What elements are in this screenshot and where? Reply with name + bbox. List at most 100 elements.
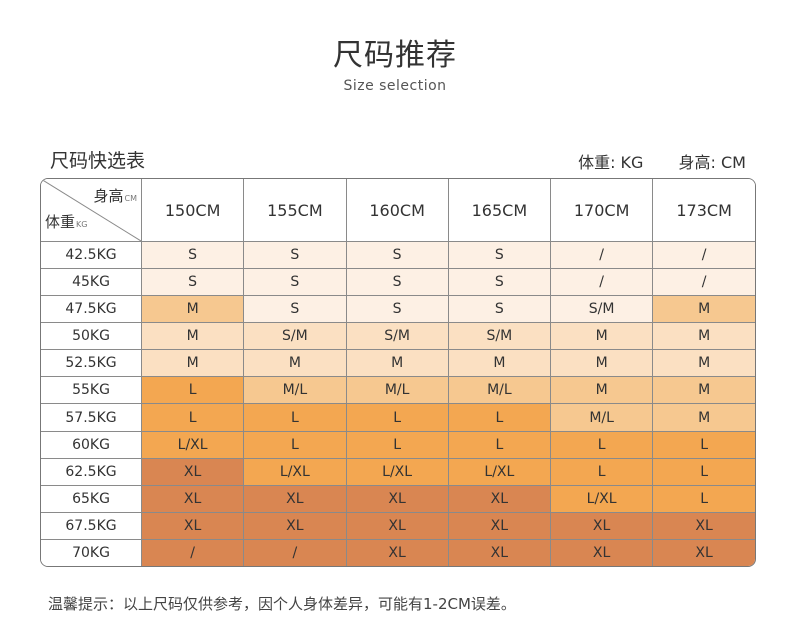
size-table-container: 身高CM 体重KG 150CM 155CM 160CM 165CM 170CM 173CM… bbox=[40, 178, 756, 567]
tip-note: 温馨提示：以上尺码仅供参考，因个人身体差异，可能有1-2CM误差。 bbox=[48, 595, 516, 613]
size-cell: M bbox=[652, 322, 755, 351]
size-cell: S bbox=[447, 240, 552, 270]
size-cell: / bbox=[140, 538, 245, 566]
size-cell: L/XL bbox=[447, 457, 552, 486]
size-cell: M/L bbox=[243, 376, 347, 405]
size-cell: L bbox=[447, 430, 552, 459]
weight-label: 62.5KG bbox=[41, 457, 142, 486]
size-cell: XL bbox=[345, 511, 449, 540]
corner-height-label: 身高CM bbox=[93, 187, 137, 205]
size-cell: M bbox=[652, 403, 755, 432]
table-row: 55KG L M/L M/L M/L M M bbox=[41, 376, 755, 405]
column-header: 155CM bbox=[243, 179, 347, 242]
table-row: 67.5KG XL XL XL XL XL XL bbox=[41, 511, 755, 540]
size-cell: L bbox=[243, 430, 347, 459]
size-table: 身高CM 体重KG 150CM 155CM 160CM 165CM 170CM 173CM… bbox=[41, 179, 755, 566]
size-cell: / bbox=[549, 240, 654, 270]
weight-label: 70KG bbox=[41, 538, 142, 566]
size-cell: L bbox=[140, 403, 245, 432]
diagonal-divider bbox=[41, 179, 141, 241]
size-cell: S bbox=[345, 268, 449, 297]
size-cell: L bbox=[345, 403, 449, 432]
weight-label: 57.5KG bbox=[41, 403, 142, 432]
size-cell: L bbox=[652, 430, 755, 459]
size-cell: XL bbox=[345, 538, 449, 566]
size-cell: XL bbox=[652, 538, 755, 566]
size-cell: M bbox=[447, 349, 552, 378]
size-cell: S bbox=[243, 268, 347, 297]
corner-weight-label: 体重KG bbox=[45, 213, 88, 231]
size-cell: L bbox=[243, 403, 347, 432]
size-cell: S bbox=[447, 268, 552, 297]
size-cell: XL bbox=[140, 511, 245, 540]
size-cell: XL bbox=[345, 484, 449, 513]
table-row: 60KG L/XL L L L L L bbox=[41, 430, 755, 459]
units-legend: 体重: KG 身高: CM bbox=[548, 149, 746, 173]
size-cell: L/XL bbox=[549, 484, 654, 513]
size-cell: XL bbox=[447, 484, 552, 513]
column-header: 150CM bbox=[140, 179, 245, 242]
size-cell: L bbox=[140, 376, 245, 405]
size-cell: M/L bbox=[549, 403, 654, 432]
size-cell: L bbox=[652, 457, 755, 486]
size-cell: L/XL bbox=[243, 457, 347, 486]
weight-label: 67.5KG bbox=[41, 511, 142, 540]
weight-label: 60KG bbox=[41, 430, 142, 459]
size-cell: M bbox=[652, 349, 755, 378]
weight-label: 55KG bbox=[41, 376, 142, 405]
corner-cell: 身高CM 体重KG bbox=[41, 179, 142, 242]
size-cell: S/M bbox=[243, 322, 347, 351]
size-cell: S bbox=[345, 240, 449, 270]
size-cell: S bbox=[345, 295, 449, 324]
size-cell: M bbox=[140, 349, 245, 378]
size-cell: M/L bbox=[345, 376, 449, 405]
weight-label: 50KG bbox=[41, 322, 142, 351]
page-subtitle: Size selection bbox=[343, 78, 447, 94]
size-cell: XL bbox=[549, 538, 654, 566]
weight-unit-label: 体重: KG bbox=[578, 153, 644, 172]
table-row: 45KG S S S S / / bbox=[41, 268, 755, 297]
size-cell: M bbox=[345, 349, 449, 378]
size-cell: / bbox=[652, 268, 755, 297]
table-row: 65KG XL XL XL XL L/XL L bbox=[41, 484, 755, 513]
size-cell: XL bbox=[447, 538, 552, 566]
size-cell: L bbox=[652, 484, 755, 513]
size-cell: / bbox=[652, 240, 755, 270]
column-header: 173CM bbox=[652, 179, 755, 242]
size-cell: S bbox=[140, 268, 245, 297]
size-cell: S/M bbox=[345, 322, 449, 351]
weight-label: 52.5KG bbox=[41, 349, 142, 378]
size-cell: S/M bbox=[549, 295, 654, 324]
size-cell: M bbox=[549, 376, 654, 405]
table-row: 50KG M S/M S/M S/M M M bbox=[41, 322, 755, 351]
table-body: 42.5KG S S S S //45KG S S S S //47.5KG M S S S S/M M 50KG… bbox=[41, 240, 755, 566]
size-cell: XL bbox=[140, 484, 245, 513]
size-cell: M bbox=[140, 295, 245, 324]
table-row: 62.5KG XL L/XL L/XL L/XL L L bbox=[41, 457, 755, 486]
size-cell: M bbox=[243, 349, 347, 378]
size-cell: S bbox=[447, 295, 552, 324]
table-header-row: 身高CM 体重KG 150CM 155CM 160CM 165CM 170CM 173CM bbox=[41, 179, 755, 242]
table-row: 47.5KG M S S S S/M M bbox=[41, 295, 755, 324]
size-cell: S/M bbox=[447, 322, 552, 351]
column-header: 160CM bbox=[345, 179, 449, 242]
size-cell: M/L bbox=[447, 376, 552, 405]
weight-label: 65KG bbox=[41, 484, 142, 513]
weight-label: 47.5KG bbox=[41, 295, 142, 324]
size-cell: / bbox=[549, 268, 654, 297]
size-cell: XL bbox=[447, 511, 552, 540]
column-header: 165CM bbox=[447, 179, 552, 242]
size-cell: M bbox=[549, 322, 654, 351]
size-cell: M bbox=[140, 322, 245, 351]
size-cell: L bbox=[447, 403, 552, 432]
size-cell: S bbox=[243, 240, 347, 270]
size-cell: XL bbox=[243, 511, 347, 540]
height-unit-label: 身高: CM bbox=[678, 153, 746, 172]
weight-label: 45KG bbox=[41, 268, 142, 297]
table-title: 尺码快选表 bbox=[50, 150, 146, 172]
column-header: 170CM bbox=[549, 179, 654, 242]
size-cell: L/XL bbox=[345, 457, 449, 486]
weight-label: 42.5KG bbox=[41, 240, 142, 270]
table-row: 70KG / / XL XL XL XL bbox=[41, 538, 755, 566]
page-title: 尺码推荐 bbox=[333, 38, 457, 73]
